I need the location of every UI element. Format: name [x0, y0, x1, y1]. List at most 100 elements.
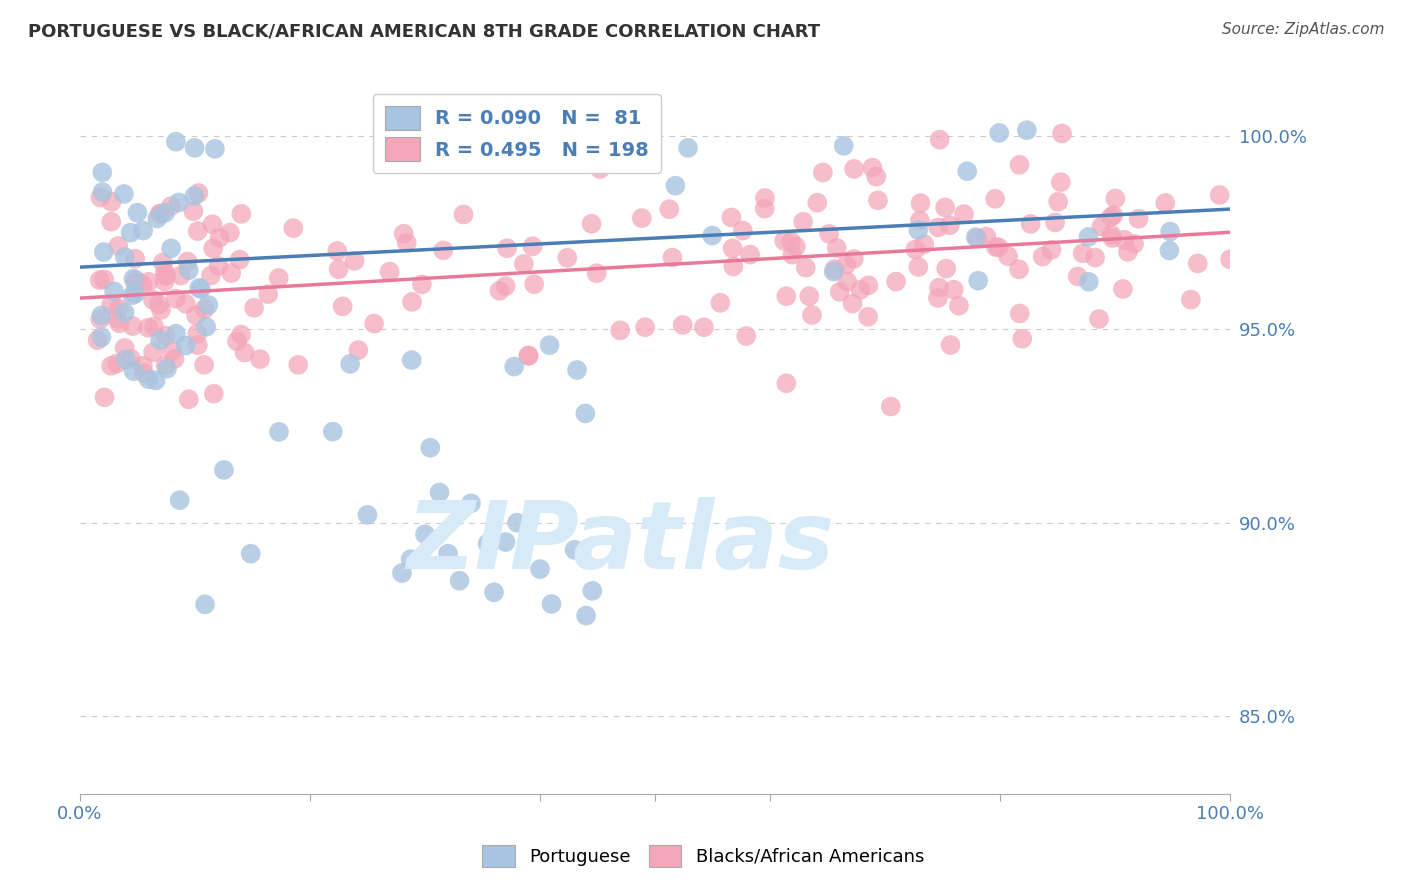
Point: [287, 358, 309, 372]
Point: [100, 215, 122, 229]
Point: [496, 241, 519, 255]
Legend: R = 0.090   N =  81, R = 0.495   N = 198: R = 0.090 N = 81, R = 0.495 N = 198: [373, 95, 661, 173]
Point: [233, 345, 256, 359]
Point: [1090, 219, 1112, 234]
Point: [754, 191, 776, 205]
Point: [908, 213, 931, 227]
Point: [267, 425, 290, 439]
Point: [1219, 252, 1241, 267]
Point: [953, 207, 976, 221]
Point: [939, 338, 962, 352]
Point: [1112, 282, 1135, 296]
Point: [239, 547, 262, 561]
Point: [207, 259, 229, 273]
Point: [942, 283, 965, 297]
Point: [927, 220, 949, 235]
Point: [1077, 275, 1099, 289]
Point: [93, 390, 115, 404]
Point: [585, 266, 607, 280]
Point: [780, 235, 803, 249]
Point: [267, 271, 290, 285]
Point: [149, 302, 172, 317]
Point: [738, 247, 761, 261]
Point: [195, 319, 218, 334]
Point: [160, 241, 183, 255]
Point: [939, 219, 962, 233]
Point: [204, 142, 226, 156]
Point: [392, 227, 415, 241]
Point: [841, 296, 863, 310]
Point: [186, 326, 208, 341]
Point: [105, 357, 128, 371]
Point: [107, 301, 129, 316]
Point: [1088, 312, 1111, 326]
Point: [449, 574, 471, 588]
Point: [419, 441, 441, 455]
Point: [187, 186, 209, 200]
Point: [723, 260, 745, 274]
Point: [229, 327, 252, 342]
Point: [169, 493, 191, 508]
Point: [956, 164, 979, 178]
Point: [226, 334, 249, 349]
Point: [1066, 269, 1088, 284]
Point: [775, 289, 797, 303]
Point: [165, 326, 187, 341]
Point: [849, 283, 872, 297]
Point: [100, 298, 122, 312]
Point: [721, 241, 744, 255]
Point: [149, 333, 172, 347]
Point: [720, 211, 742, 225]
Point: [212, 463, 235, 477]
Point: [231, 207, 253, 221]
Point: [160, 199, 183, 213]
Point: [93, 245, 115, 260]
Point: [432, 244, 454, 258]
Point: [856, 310, 879, 324]
Point: [131, 277, 153, 292]
Point: [661, 251, 683, 265]
Point: [156, 361, 179, 376]
Point: [574, 406, 596, 420]
Point: [193, 358, 215, 372]
Point: [818, 227, 841, 241]
Point: [1114, 233, 1136, 247]
Point: [112, 186, 135, 201]
Point: [1008, 262, 1031, 277]
Legend: Portuguese, Blacks/African Americans: Portuguese, Blacks/African Americans: [475, 838, 931, 874]
Point: [401, 294, 423, 309]
Point: [1154, 196, 1177, 211]
Point: [153, 206, 176, 220]
Point: [183, 204, 205, 219]
Point: [731, 224, 754, 238]
Point: [453, 207, 475, 221]
Point: [395, 235, 418, 250]
Point: [495, 279, 517, 293]
Point: [482, 585, 505, 599]
Point: [174, 338, 197, 352]
Point: [785, 239, 807, 253]
Point: [630, 211, 652, 226]
Point: [124, 277, 146, 291]
Point: [124, 286, 146, 301]
Point: [477, 536, 499, 550]
Point: [488, 284, 510, 298]
Point: [658, 202, 681, 216]
Point: [193, 302, 215, 317]
Point: [184, 309, 207, 323]
Point: [884, 275, 907, 289]
Point: [243, 301, 266, 315]
Point: [322, 425, 344, 439]
Point: [825, 241, 848, 255]
Point: [1159, 225, 1181, 239]
Point: [176, 254, 198, 268]
Point: [555, 251, 578, 265]
Point: [326, 244, 349, 258]
Point: [152, 255, 174, 269]
Point: [538, 338, 561, 352]
Point: [862, 161, 884, 175]
Point: [865, 169, 887, 184]
Point: [249, 352, 271, 367]
Point: [565, 363, 588, 377]
Point: [775, 376, 797, 391]
